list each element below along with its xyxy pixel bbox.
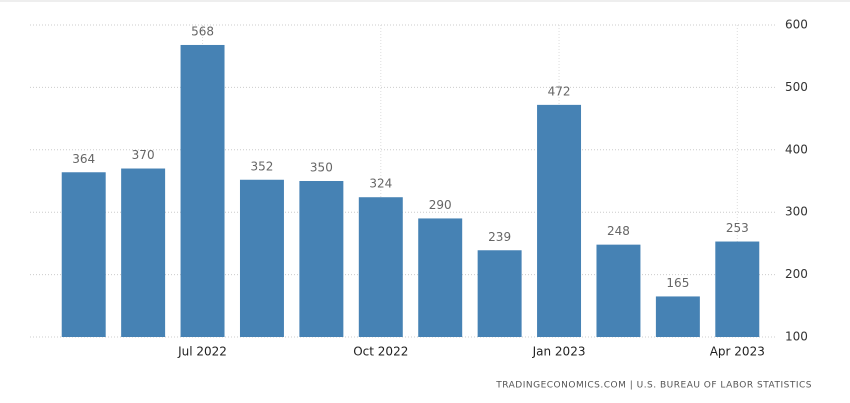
value-label: 364 [72,152,95,166]
bar [239,179,284,337]
value-label: 248 [607,224,630,238]
bar [299,181,344,337]
value-label: 324 [369,177,392,191]
y-tick-label: 400 [785,142,808,156]
source-note: TRADINGECONOMICS.COM | U.S. BUREAU OF LA… [495,381,812,391]
bar [477,250,522,337]
bar [121,168,166,337]
value-label: 290 [429,198,452,212]
value-label: 253 [726,221,749,235]
y-tick-label: 600 [785,18,808,32]
y-tick-label: 300 [785,205,808,219]
bar [358,197,403,337]
bar [715,241,760,337]
value-label: 165 [666,276,689,290]
bar [180,44,225,338]
x-tick-label: Oct 2022 [353,345,408,359]
x-tick-label: Jul 2022 [177,345,227,359]
bar [537,104,582,337]
value-label: 370 [132,148,155,162]
bar [596,244,641,337]
bar [418,218,463,337]
value-label: 239 [488,230,511,244]
y-tick-label: 500 [785,80,808,94]
x-tick-label: Jan 2023 [532,345,586,359]
x-tick-label: Apr 2023 [710,345,765,359]
y-tick-label: 200 [785,267,808,281]
value-label: 568 [191,24,214,38]
y-tick-label: 100 [785,330,808,344]
value-label: 352 [251,159,274,173]
value-label: 472 [548,84,571,98]
bar [655,296,700,337]
value-label: 350 [310,161,333,175]
bar [61,172,106,337]
